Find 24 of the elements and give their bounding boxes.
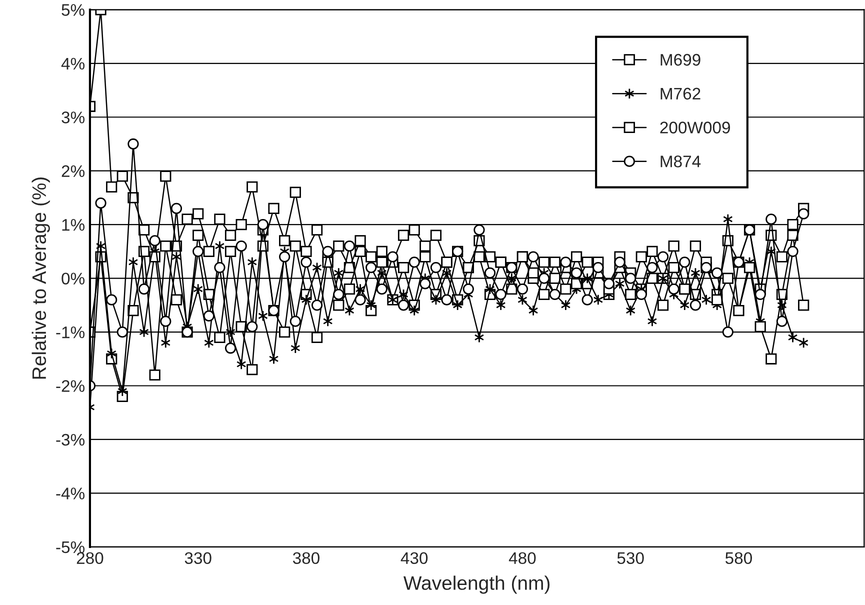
legend-label: M699	[660, 54, 700, 66]
y-tick-label: 5%	[62, 4, 85, 16]
y-tick-label: 4%	[61, 58, 85, 70]
y-tick-label: -2%	[56, 380, 85, 392]
x-tick-label: 530	[617, 552, 644, 564]
legend-label: M874	[660, 156, 701, 168]
x-tick-label: 380	[292, 552, 320, 564]
x-axis-title: Wavelength (nm)	[403, 576, 550, 594]
y-tick-label: 0%	[62, 272, 85, 285]
y-tick-label: 2%	[62, 165, 85, 177]
y-tick-label: 1%	[62, 219, 85, 231]
y-tick-label: 3%	[62, 112, 85, 124]
y-tick-label: -3%	[56, 434, 85, 446]
x-tick-label: 430	[400, 552, 428, 564]
y-tick-label: -4%	[56, 488, 85, 500]
y-tick-label: -1%	[56, 326, 85, 338]
x-tick-label: 280	[76, 552, 104, 564]
legend-label: 200W009	[660, 122, 730, 134]
legend-label: M762	[660, 88, 700, 100]
y-axis-title: Relative to Average (%)	[32, 178, 50, 379]
y-tick-label: -5%	[56, 541, 85, 554]
x-tick-label: 330	[184, 552, 212, 564]
x-tick-label: 480	[508, 552, 536, 564]
x-tick-label: 580	[725, 552, 752, 564]
